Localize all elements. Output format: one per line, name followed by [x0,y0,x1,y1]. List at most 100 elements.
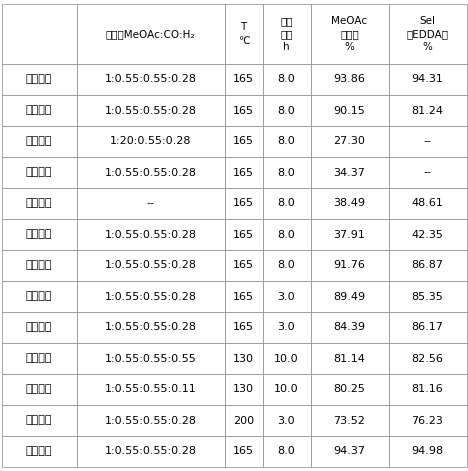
Bar [1,281,76,312]
Bar [263,95,310,126]
Bar [76,436,225,467]
Bar [388,219,467,250]
Bar [76,64,225,95]
Bar [388,4,467,64]
Text: 10.0: 10.0 [274,384,299,395]
Bar [263,312,310,343]
Text: 42.35: 42.35 [411,229,444,239]
Text: --: -- [424,137,431,146]
Bar [76,281,225,312]
Text: 1:0.55:0.55:0.28: 1:0.55:0.55:0.28 [104,229,197,239]
Bar [310,250,388,281]
Bar [310,4,388,64]
Text: 1:20:0.55:0.28: 1:20:0.55:0.28 [110,137,191,146]
Bar [310,343,388,374]
Text: 165: 165 [233,137,254,146]
Bar [225,64,263,95]
Text: 165: 165 [233,106,254,115]
Text: 1:0.55:0.55:0.28: 1:0.55:0.55:0.28 [104,74,197,84]
Text: 比较例４: 比较例４ [26,198,52,209]
Bar [1,126,76,157]
Bar [225,188,263,219]
Bar [225,95,263,126]
Text: 比较例５: 比较例５ [26,229,52,239]
Text: 实施例８: 实施例８ [26,447,52,456]
Bar [1,95,76,126]
Bar [76,343,225,374]
Bar [1,188,76,219]
Text: 165: 165 [233,198,254,209]
Text: 8.0: 8.0 [278,106,295,115]
Text: 1:0.55:0.55:0.28: 1:0.55:0.55:0.28 [104,260,197,270]
Text: 3.0: 3.0 [278,415,295,425]
Text: 实施例３: 实施例３ [26,292,52,301]
Text: 37.91: 37.91 [334,229,366,239]
Text: 48.61: 48.61 [411,198,444,209]
Text: 实施例７: 实施例７ [26,415,52,425]
Text: 8.0: 8.0 [278,229,295,239]
Text: 81.14: 81.14 [334,354,366,364]
Bar [388,343,467,374]
Text: T
℃: T ℃ [238,23,249,46]
Text: 130: 130 [233,354,254,364]
Bar [263,436,310,467]
Text: 比较例１: 比较例１ [26,106,52,115]
Text: Sel
（EDDA）
%: Sel （EDDA） % [407,16,448,52]
Bar [225,374,263,405]
Bar [263,281,310,312]
Bar [310,405,388,436]
Bar [263,343,310,374]
Bar [388,95,467,126]
Text: 1:0.55:0.55:0.55: 1:0.55:0.55:0.55 [105,354,197,364]
Text: 165: 165 [233,292,254,301]
Bar [225,4,263,64]
Text: 比较例２: 比较例２ [26,137,52,146]
Bar [76,126,225,157]
Bar [76,250,225,281]
Bar [225,405,263,436]
Text: --: -- [424,168,431,178]
Bar [263,374,310,405]
Text: 8.0: 8.0 [278,74,295,84]
Bar [263,405,310,436]
Text: 91.76: 91.76 [334,260,366,270]
Bar [310,188,388,219]
Text: 89.49: 89.49 [333,292,366,301]
Bar [76,312,225,343]
Bar [263,157,310,188]
Text: 溶剂：MeOAc:CO:H₂: 溶剂：MeOAc:CO:H₂ [106,29,195,39]
Text: 86.17: 86.17 [411,323,444,333]
Text: 1:0.55:0.55:0.28: 1:0.55:0.55:0.28 [104,168,197,178]
Bar [1,219,76,250]
Bar [225,436,263,467]
Text: 81.16: 81.16 [412,384,443,395]
Text: 8.0: 8.0 [278,198,295,209]
Bar [263,4,310,64]
Bar [76,374,225,405]
Bar [310,312,388,343]
Bar [1,343,76,374]
Bar [225,312,263,343]
Text: 94.31: 94.31 [411,74,444,84]
Bar [388,405,467,436]
Bar [1,374,76,405]
Bar [225,126,263,157]
Bar [388,157,467,188]
Bar [225,250,263,281]
Text: 8.0: 8.0 [278,447,295,456]
Text: 1:0.55:0.55:0.28: 1:0.55:0.55:0.28 [104,447,197,456]
Text: 86.87: 86.87 [411,260,444,270]
Text: 8.0: 8.0 [278,137,295,146]
Bar [310,157,388,188]
Bar [310,95,388,126]
Bar [263,250,310,281]
Text: 实施例６: 实施例６ [26,384,52,395]
Bar [76,188,225,219]
Bar [1,250,76,281]
Bar [388,436,467,467]
Bar [76,157,225,188]
Text: 实施例１: 实施例１ [26,74,52,84]
Bar [263,126,310,157]
Text: 实施例４: 实施例４ [26,323,52,333]
Text: 85.35: 85.35 [412,292,443,301]
